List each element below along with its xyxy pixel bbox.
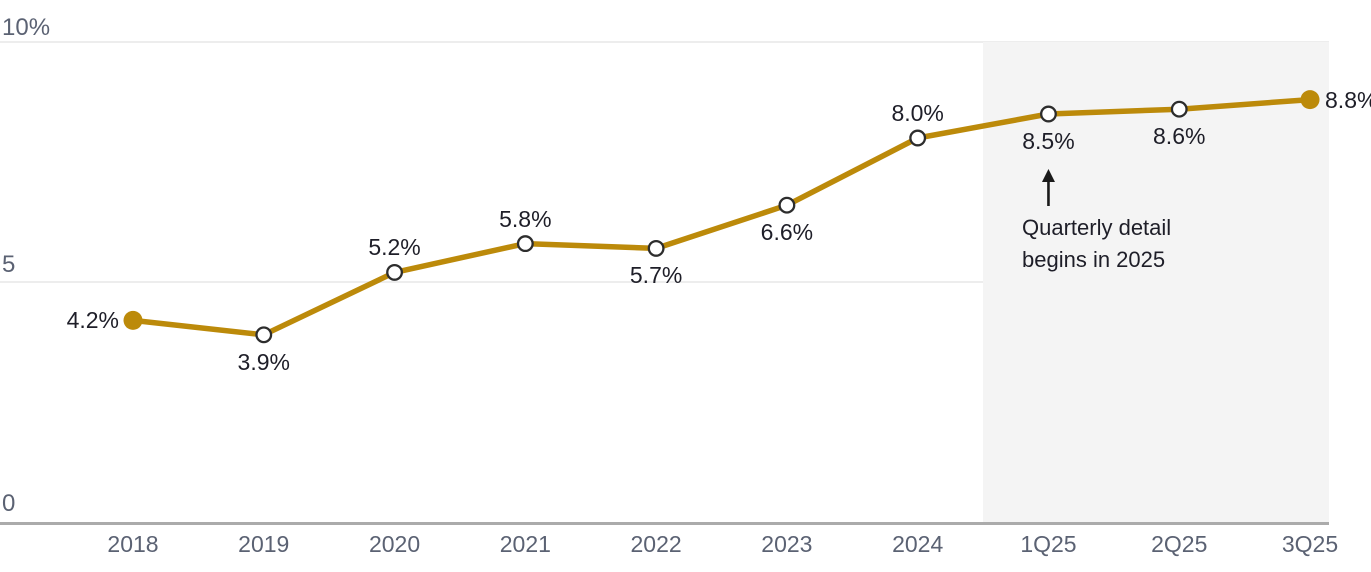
data-label-2023: 6.6% xyxy=(760,219,814,246)
data-label-1Q25: 8.5% xyxy=(1022,128,1075,154)
x-axis-tick-2Q25: 2Q25 xyxy=(1151,531,1208,557)
x-axis-tick-2020: 2020 xyxy=(368,531,421,557)
x-axis-tick-2018: 2018 xyxy=(107,531,159,557)
x-axis-tick-3Q25: 3Q25 xyxy=(1281,531,1339,557)
data-label-2018: 4.2% xyxy=(66,307,119,334)
x-axis-tick-2023: 2023 xyxy=(761,531,813,557)
data-point-1Q25 xyxy=(1040,105,1057,123)
y-axis-tick-10: 10% xyxy=(2,14,51,41)
data-point-2020 xyxy=(386,263,404,281)
data-point-2019 xyxy=(255,326,273,344)
data-point-2021 xyxy=(516,235,534,253)
data-label-2022: 5.7% xyxy=(629,262,683,289)
annotation-text: Quarterly detail begins in 2025 xyxy=(1022,212,1171,276)
x-axis-tick-2022: 2022 xyxy=(630,531,682,557)
data-label-2024: 8.0% xyxy=(891,100,944,126)
data-point-2Q25 xyxy=(1170,100,1188,118)
y-axis-tick-0: 0 xyxy=(2,490,16,517)
data-point-2023 xyxy=(778,196,796,214)
data-point-2024 xyxy=(909,129,927,147)
data-label-2020: 5.2% xyxy=(368,234,421,261)
data-point-2022 xyxy=(647,239,665,257)
annotation-line-1: Quarterly detail xyxy=(1022,215,1172,240)
data-label-2021: 5.8% xyxy=(499,205,552,232)
y-axis-tick-5: 5 xyxy=(2,251,16,278)
x-axis-tick-1Q25: 1Q25 xyxy=(1020,531,1077,557)
x-axis-tick-2019: 2019 xyxy=(238,531,290,557)
x-axis-tick-2021: 2021 xyxy=(499,531,551,557)
data-label-3Q25: 8.8% xyxy=(1325,86,1371,113)
data-label-2019: 3.9% xyxy=(237,348,290,375)
quarterly-highlight-band xyxy=(983,42,1329,522)
annotation-arrow-head xyxy=(1041,169,1055,182)
trend-line xyxy=(130,96,1313,338)
data-label-2Q25: 8.6% xyxy=(1153,123,1206,150)
data-point-2018 xyxy=(123,310,143,330)
annotation-line-2: begins in 2025 xyxy=(1022,247,1166,272)
data-point-3Q25 xyxy=(1300,90,1320,110)
x-axis-tick-2024: 2024 xyxy=(892,531,944,557)
